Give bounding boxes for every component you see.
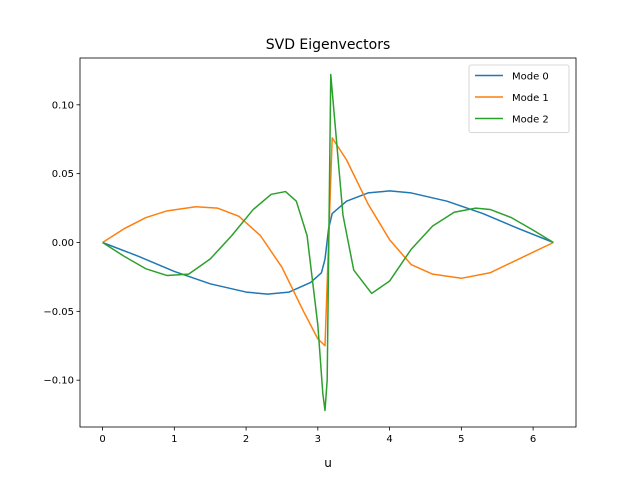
legend-label: Mode 1 bbox=[512, 93, 549, 104]
y-tick-label: 0.05 bbox=[52, 169, 74, 180]
x-tick-label: 6 bbox=[530, 434, 536, 445]
x-tick-label: 3 bbox=[315, 434, 321, 445]
x-tick-label: 1 bbox=[171, 434, 177, 445]
axes: 0 1 2 3 4 5 6 −0.10 −0.05 0.00 0.05 0.10 bbox=[43, 57, 577, 445]
plot-area bbox=[102, 73, 554, 412]
legend-label: Mode 2 bbox=[512, 115, 549, 126]
series-line-mode-0 bbox=[102, 190, 554, 295]
series-line-mode-1 bbox=[102, 137, 554, 347]
y-tick-label: 0.10 bbox=[52, 100, 74, 111]
y-tick-label: 0.00 bbox=[52, 238, 74, 249]
legend-label: Mode 0 bbox=[512, 72, 549, 83]
x-axis-label: u bbox=[324, 456, 332, 470]
y-tick-label: −0.05 bbox=[43, 307, 74, 318]
legend-box bbox=[468, 64, 570, 133]
x-tick-label: 4 bbox=[386, 434, 392, 445]
x-tick-label: 0 bbox=[99, 434, 105, 445]
legend: Mode 0 Mode 1 Mode 2 bbox=[468, 64, 570, 133]
x-tick-label: 5 bbox=[458, 434, 464, 445]
series-line-mode-2 bbox=[102, 73, 554, 412]
y-tick-label: −0.10 bbox=[43, 376, 74, 387]
x-tick-label: 2 bbox=[243, 434, 249, 445]
chart-title: SVD Eigenvectors bbox=[266, 37, 391, 53]
